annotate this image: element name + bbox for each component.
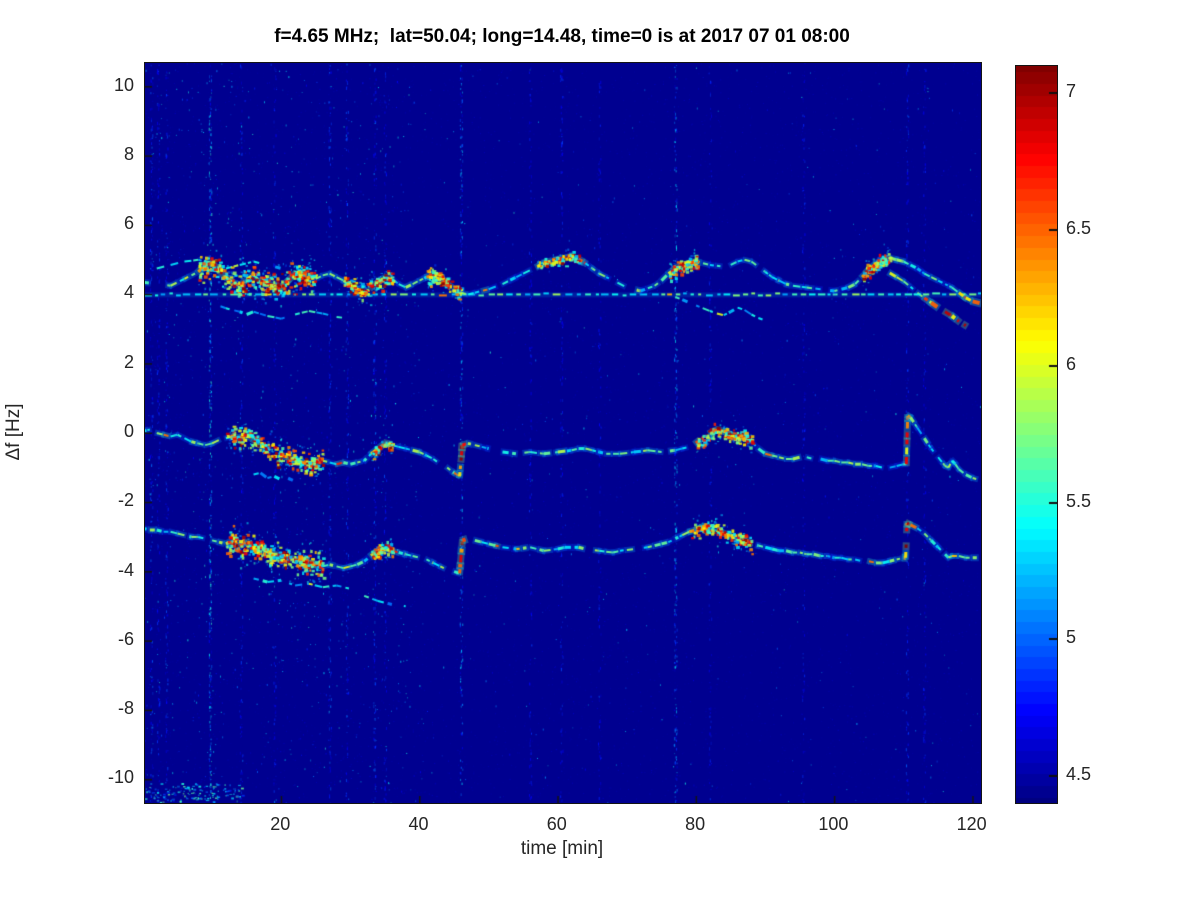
colorbar-tick-label: 6.5 xyxy=(1066,217,1092,238)
colorbar-tick-label: 4.5 xyxy=(1066,763,1092,784)
y-tick-label: 8 xyxy=(123,143,134,164)
spectrogram-canvas xyxy=(145,63,981,803)
y-tick-label: 10 xyxy=(113,74,134,95)
y-axis-label: Δf [Hz] xyxy=(3,403,24,461)
y-tick-label: 0 xyxy=(123,421,134,441)
x-tick-label: 120 xyxy=(956,814,987,834)
colorbar-tick-label: 6 xyxy=(1066,354,1077,375)
colorbar-tick-label: 5 xyxy=(1066,627,1077,648)
y-tick-label: -2 xyxy=(117,490,134,511)
y-tick-label: -4 xyxy=(117,559,134,580)
colorbar xyxy=(1015,65,1058,804)
x-tick-label: 40 xyxy=(408,814,429,834)
y-tick-label: 4 xyxy=(123,282,134,303)
x-tick-label: 80 xyxy=(685,814,706,834)
x-axis-label: time [min] xyxy=(520,838,604,859)
colorbar-canvas xyxy=(1016,66,1057,803)
colorbar-tick-label: 7 xyxy=(1066,81,1077,102)
plot-title: f=4.65 MHz; lat=50.04; long=14.48, time=… xyxy=(274,26,850,47)
y-tick-label: -8 xyxy=(117,698,134,719)
x-tick-label: 100 xyxy=(818,814,849,834)
y-tick-label: 2 xyxy=(123,351,134,372)
x-tick-label: 60 xyxy=(546,814,567,834)
y-tick-label: -6 xyxy=(117,628,134,649)
spectrogram-plot-area xyxy=(144,62,982,804)
y-tick-label: 6 xyxy=(123,213,134,234)
colorbar-tick-label: 5.5 xyxy=(1066,490,1092,511)
y-tick-label: -10 xyxy=(107,767,134,788)
x-tick-label: 20 xyxy=(270,814,291,834)
